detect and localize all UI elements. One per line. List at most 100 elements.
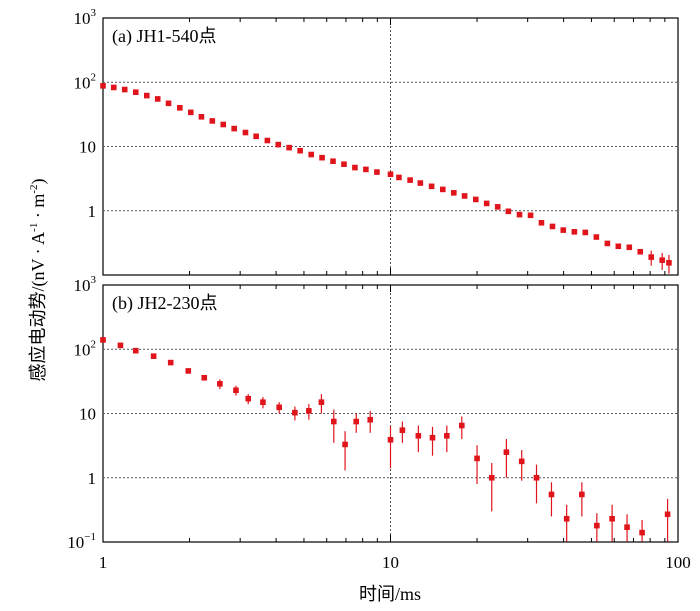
point-marker — [260, 399, 266, 405]
point-marker — [594, 522, 600, 529]
point-marker — [639, 529, 645, 536]
data-point — [110, 84, 117, 91]
data-points-a — [100, 83, 672, 274]
data-point — [306, 404, 312, 420]
point-marker — [474, 455, 480, 462]
point-marker — [494, 204, 501, 210]
data-point — [538, 219, 545, 226]
point-marker — [387, 171, 394, 178]
y-tick-label: 1 — [88, 469, 97, 488]
point-marker — [167, 359, 174, 366]
point-marker — [387, 436, 394, 443]
point-marker — [308, 151, 315, 158]
point-marker — [110, 84, 117, 91]
point-marker — [100, 337, 106, 343]
data-point — [242, 129, 249, 136]
data-point — [117, 342, 124, 349]
data-point — [594, 513, 600, 542]
x-tick-label: 1 — [99, 553, 108, 572]
data-point — [560, 227, 567, 233]
data-point — [483, 200, 490, 207]
data-point — [533, 464, 540, 504]
grid-a — [102, 18, 679, 275]
data-point — [494, 204, 501, 210]
data-point — [319, 154, 325, 161]
point-marker — [342, 441, 348, 448]
data-point — [458, 416, 465, 440]
data-point — [165, 100, 172, 107]
point-marker — [444, 432, 450, 439]
y-tick-label: 103 — [74, 274, 97, 295]
data-point — [415, 425, 422, 453]
data-point — [450, 190, 457, 196]
point-marker — [121, 86, 128, 93]
point-marker — [538, 219, 545, 226]
data-point — [233, 385, 239, 396]
point-marker — [330, 158, 336, 165]
point-marker — [292, 409, 298, 416]
data-point — [639, 519, 645, 542]
point-marker — [527, 212, 534, 219]
point-marker — [458, 422, 465, 429]
point-marker — [198, 113, 205, 120]
data-point — [472, 196, 479, 203]
point-marker — [117, 342, 124, 349]
point-marker — [579, 491, 585, 498]
point-marker — [275, 141, 282, 148]
point-marker — [571, 229, 578, 235]
data-point — [297, 147, 303, 154]
data-point — [363, 166, 369, 173]
data-point — [518, 450, 525, 481]
point-marker — [154, 96, 161, 102]
point-marker — [297, 147, 303, 154]
data-point — [150, 353, 157, 359]
data-point — [352, 164, 358, 171]
data-point — [231, 125, 238, 132]
point-marker — [264, 137, 271, 144]
data-point — [461, 193, 468, 199]
point-marker — [503, 449, 510, 455]
point-marker — [245, 395, 252, 402]
point-marker — [505, 208, 512, 215]
point-marker — [286, 144, 292, 151]
point-marker — [363, 166, 369, 173]
y-tick-label: 103 — [74, 7, 97, 28]
point-marker — [483, 200, 490, 207]
data-point — [286, 144, 292, 151]
data-point — [548, 482, 555, 517]
data-point — [609, 504, 615, 542]
data-point — [407, 177, 413, 183]
data-point — [275, 141, 282, 148]
point-marker — [439, 186, 446, 193]
data-point — [330, 409, 337, 443]
point-marker — [209, 118, 216, 124]
y-tick-label: 10 — [79, 138, 96, 157]
data-point — [353, 413, 360, 433]
point-marker — [548, 491, 555, 498]
point-marker — [648, 254, 655, 260]
data-point — [563, 504, 570, 542]
data-point — [615, 243, 622, 250]
data-point — [187, 109, 194, 116]
data-point — [167, 359, 174, 366]
point-marker — [367, 416, 374, 423]
point-marker — [516, 211, 523, 218]
data-point — [505, 208, 512, 215]
x-tick-labels: 1 10 100 — [99, 553, 691, 572]
x-tick-label: 100 — [665, 553, 691, 572]
data-point — [264, 137, 271, 144]
data-point — [399, 421, 406, 443]
y-tick-label: 102 — [74, 338, 97, 359]
data-point — [276, 402, 282, 414]
point-marker — [165, 100, 172, 107]
y-tick-label: 102 — [74, 71, 97, 92]
point-marker — [242, 129, 249, 136]
data-point — [593, 234, 600, 240]
point-marker — [518, 458, 525, 465]
data-point — [444, 425, 450, 453]
point-marker — [533, 474, 540, 481]
